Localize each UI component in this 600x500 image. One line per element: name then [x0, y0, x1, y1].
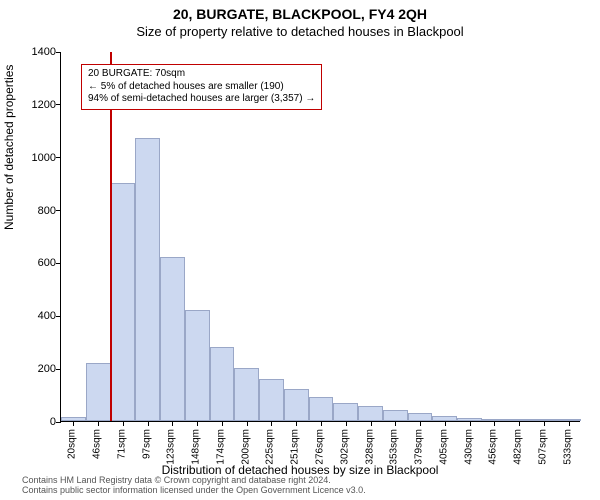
ytick-label: 1000	[16, 152, 56, 164]
xtick-mark	[123, 421, 124, 426]
xtick-label: 20sqm	[67, 429, 78, 459]
ytick-mark	[56, 157, 61, 158]
xtick-label: 276sqm	[315, 429, 326, 465]
ytick-label: 0	[16, 416, 56, 428]
ytick-label: 1200	[16, 99, 56, 111]
histogram-bar	[408, 413, 433, 421]
histogram-bar	[333, 403, 358, 422]
chart-subtitle: Size of property relative to detached ho…	[0, 24, 600, 39]
xtick-label: 302sqm	[339, 429, 350, 465]
histogram-bar	[309, 397, 334, 421]
annotation-box: 20 BURGATE: 70sqm← 5% of detached houses…	[81, 64, 322, 110]
xtick-label: 71sqm	[116, 429, 127, 459]
xtick-mark	[346, 421, 347, 426]
xtick-label: 507sqm	[537, 429, 548, 465]
xtick-mark	[98, 421, 99, 426]
footnote-line1: Contains HM Land Registry data © Crown c…	[22, 475, 331, 485]
annotation-line2: ← 5% of detached houses are smaller (190…	[88, 81, 315, 94]
xtick-label: 46sqm	[92, 429, 103, 459]
xtick-label: 123sqm	[166, 429, 177, 465]
ytick-mark	[56, 316, 61, 317]
footnote-line2: Contains public sector information licen…	[22, 485, 366, 495]
xtick-label: 251sqm	[290, 429, 301, 465]
histogram-bar	[160, 257, 185, 421]
histogram-bar	[284, 389, 309, 421]
xtick-mark	[420, 421, 421, 426]
xtick-label: 97sqm	[141, 429, 152, 459]
ytick-mark	[56, 104, 61, 105]
histogram-bar	[210, 347, 235, 421]
ytick-mark	[56, 369, 61, 370]
histogram-bar	[185, 310, 210, 421]
histogram-bar	[86, 363, 111, 421]
xtick-label: 225sqm	[265, 429, 276, 465]
xtick-mark	[470, 421, 471, 426]
xtick-mark	[271, 421, 272, 426]
xtick-label: 482sqm	[513, 429, 524, 465]
xtick-label: 148sqm	[191, 429, 202, 465]
xtick-mark	[544, 421, 545, 426]
xtick-mark	[519, 421, 520, 426]
xtick-mark	[569, 421, 570, 426]
histogram-bar	[135, 138, 160, 421]
footnote: Contains HM Land Registry data © Crown c…	[22, 476, 366, 496]
ytick-mark	[56, 210, 61, 211]
xtick-mark	[148, 421, 149, 426]
annotation-line3: 94% of semi-detached houses are larger (…	[88, 93, 315, 106]
ytick-mark	[56, 422, 61, 423]
histogram-bar	[234, 368, 259, 421]
address-title: 20, BURGATE, BLACKPOOL, FY4 2QH	[0, 6, 600, 22]
xtick-mark	[197, 421, 198, 426]
xtick-mark	[494, 421, 495, 426]
histogram-bar	[111, 183, 136, 421]
xtick-label: 533sqm	[562, 429, 573, 465]
xtick-mark	[321, 421, 322, 426]
xtick-label: 328sqm	[364, 429, 375, 465]
xtick-label: 430sqm	[463, 429, 474, 465]
xtick-label: 456sqm	[488, 429, 499, 465]
xtick-mark	[222, 421, 223, 426]
xtick-label: 379sqm	[414, 429, 425, 465]
xtick-mark	[247, 421, 248, 426]
xtick-mark	[445, 421, 446, 426]
xtick-label: 200sqm	[240, 429, 251, 465]
xtick-mark	[73, 421, 74, 426]
ytick-label: 600	[16, 257, 56, 269]
ytick-label: 400	[16, 310, 56, 322]
xtick-mark	[172, 421, 173, 426]
xtick-label: 405sqm	[438, 429, 449, 465]
xtick-mark	[395, 421, 396, 426]
ytick-label: 1400	[16, 46, 56, 58]
ytick-label: 200	[16, 363, 56, 375]
annotation-line1: 20 BURGATE: 70sqm	[88, 68, 315, 81]
ytick-mark	[56, 263, 61, 264]
xtick-label: 353sqm	[389, 429, 400, 465]
ytick-mark	[56, 52, 61, 53]
chart-plot-area: 20 BURGATE: 70sqm← 5% of detached houses…	[60, 52, 580, 422]
y-axis-label: Number of detached properties	[2, 65, 16, 230]
xtick-mark	[371, 421, 372, 426]
xtick-label: 174sqm	[215, 429, 226, 465]
histogram-bar	[259, 379, 284, 421]
histogram-bar	[383, 410, 408, 421]
ytick-label: 800	[16, 205, 56, 217]
histogram-bar	[358, 406, 383, 421]
xtick-mark	[296, 421, 297, 426]
